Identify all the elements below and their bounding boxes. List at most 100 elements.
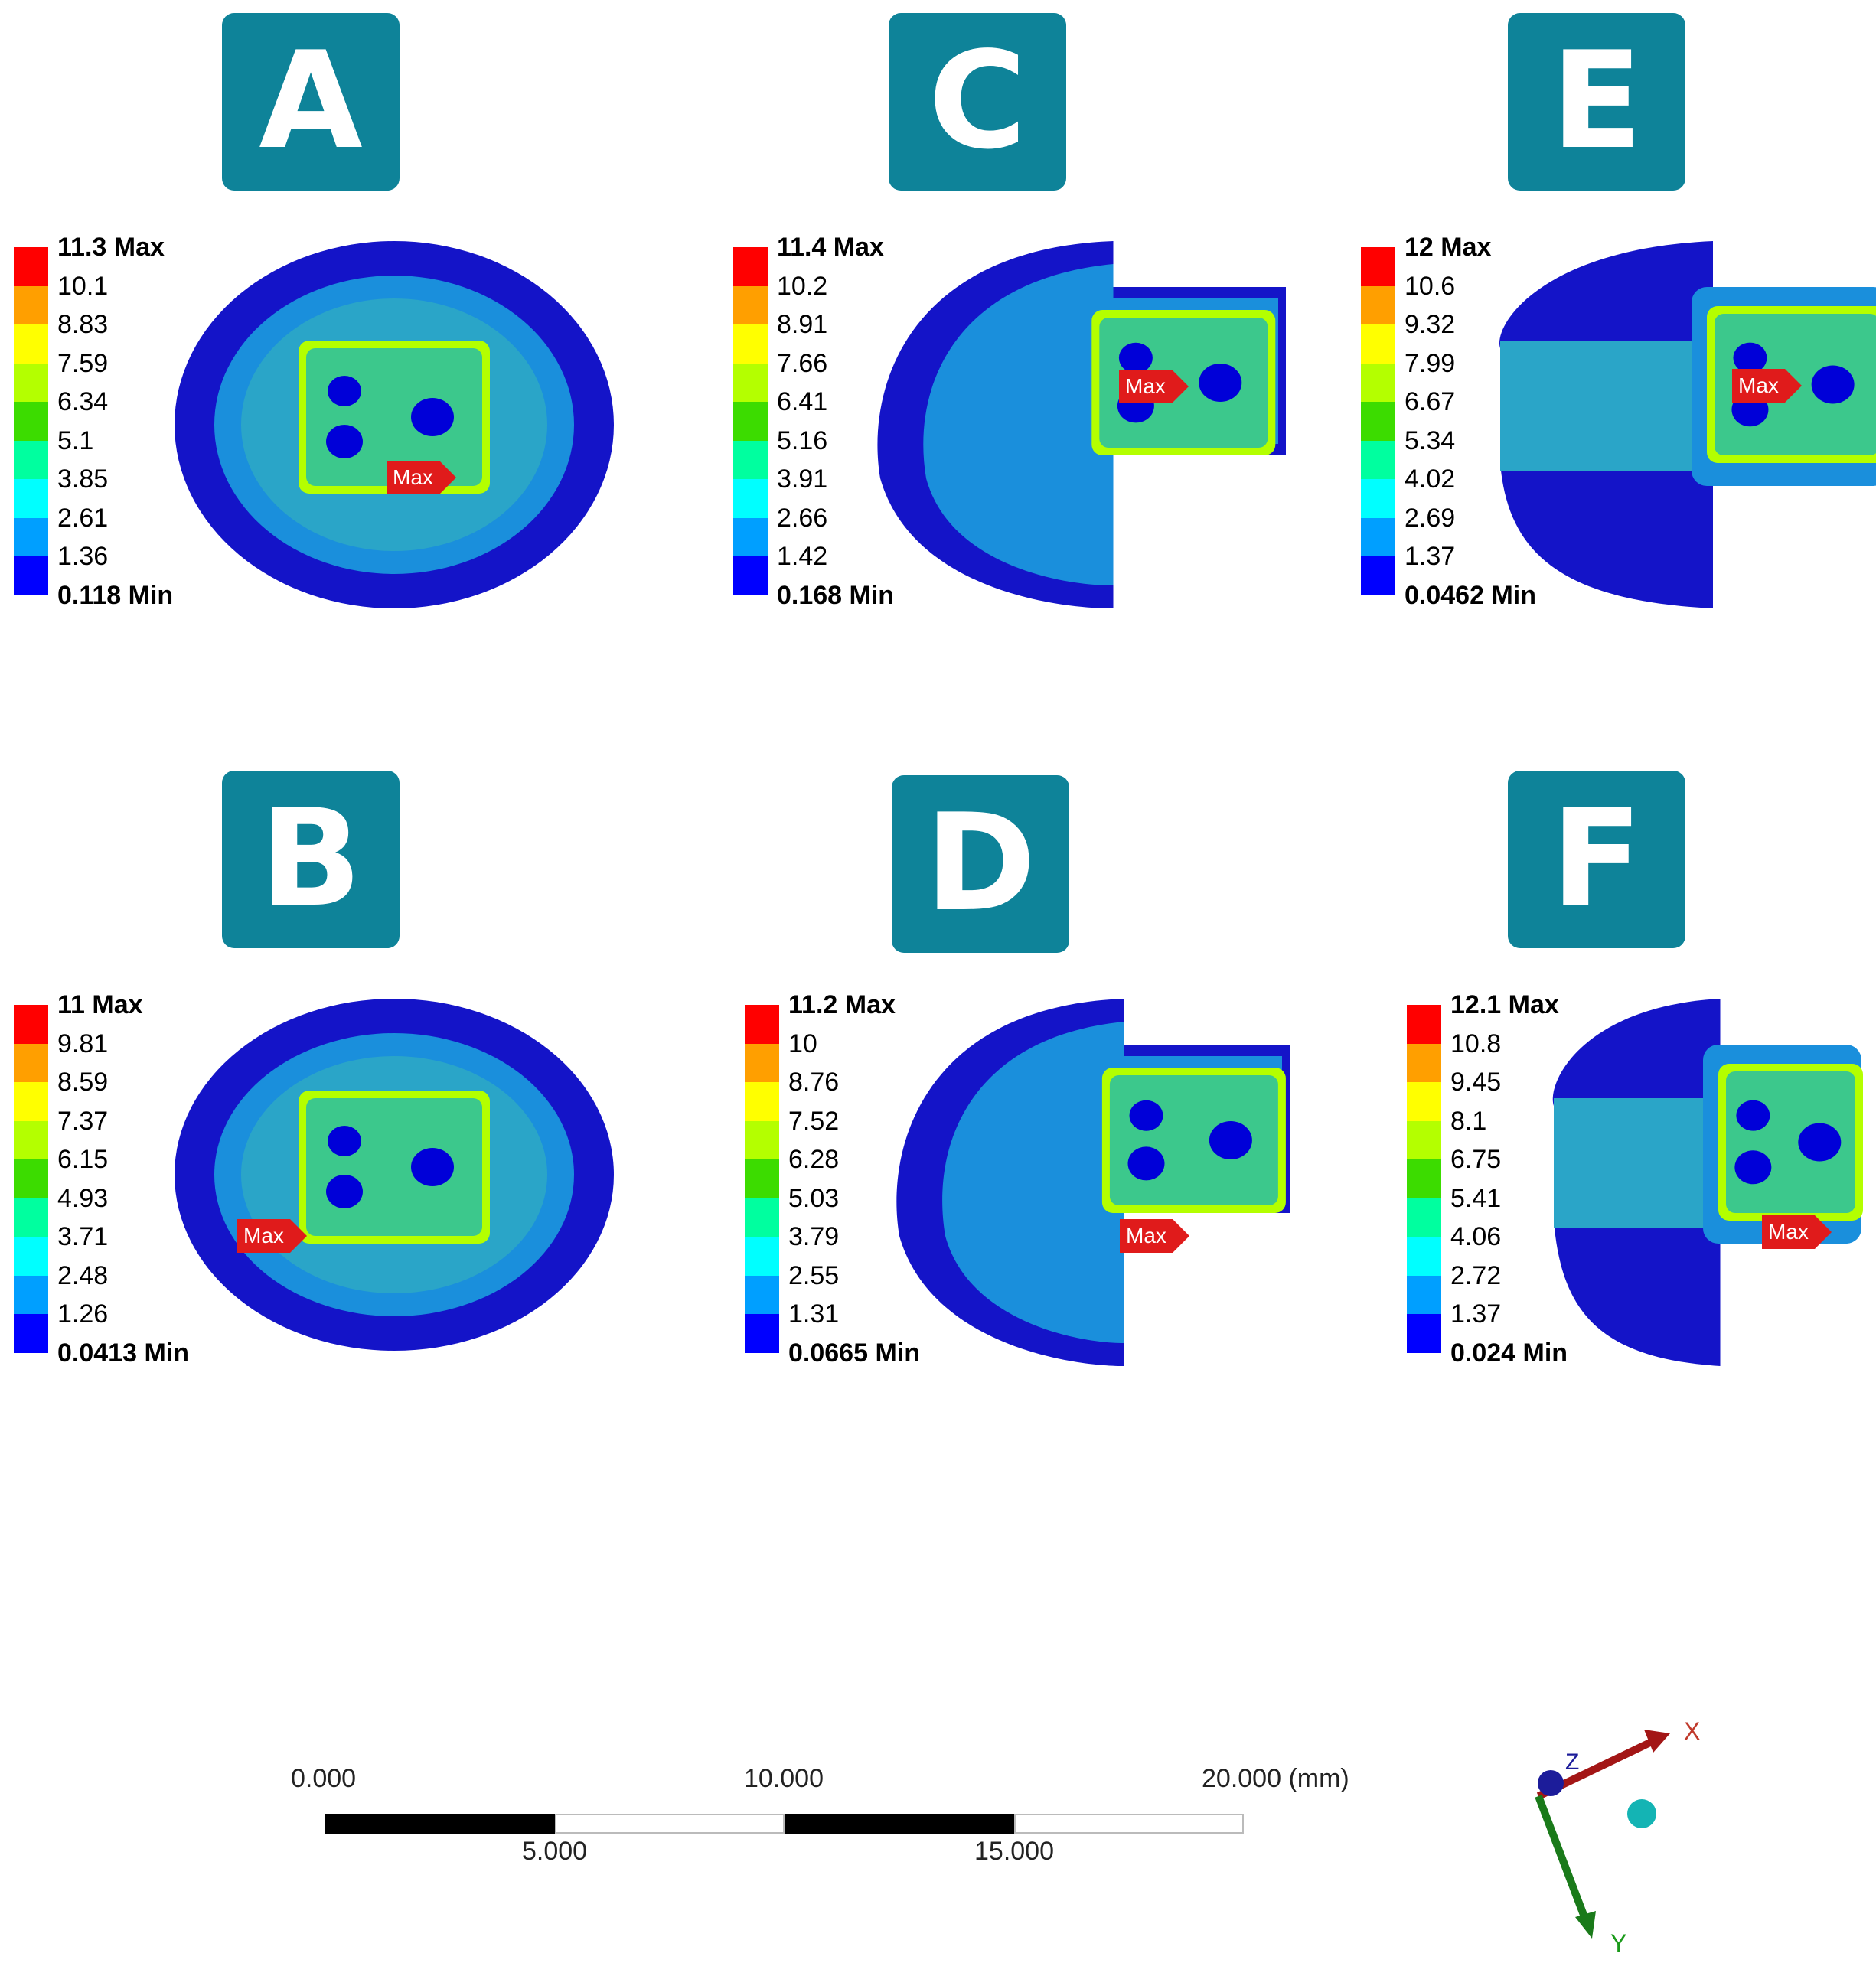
access-hole xyxy=(1199,364,1242,402)
legend-tick-label: 3.91 xyxy=(777,465,828,494)
x-axis-arrowhead xyxy=(1644,1730,1670,1753)
crown-model xyxy=(175,999,614,1351)
legend-color-swatch xyxy=(14,363,48,402)
panel-label-b: B xyxy=(222,771,400,948)
legend-color-swatch xyxy=(733,247,768,286)
legend-tick-label: 8.83 xyxy=(57,310,109,339)
legend-tick-label: 2.72 xyxy=(1450,1260,1502,1290)
legend-tick-label: 1.42 xyxy=(777,542,828,571)
scale-segment xyxy=(325,1814,555,1834)
legend-tick-label: 4.06 xyxy=(1450,1222,1502,1251)
legend-color-swatch xyxy=(14,402,48,441)
panel-b: B 11 Max 9.81 8.59 7.37 6.15 4.93 3.71 2.48 1.26… xyxy=(0,758,614,1446)
legend-max-label: 11.4 Max xyxy=(777,233,884,262)
legend-min-label: 0.118 Min xyxy=(57,580,174,610)
legend-color-swatch xyxy=(14,517,48,556)
legend-max-label: 11.3 Max xyxy=(57,233,165,262)
legend-max-label: 12 Max xyxy=(1405,233,1492,262)
origin-sphere xyxy=(1627,1799,1656,1828)
panel-a: A 11.3 Max 10.1 8.83 7.59 6.34 5.1 3.85 2.61 1.3… xyxy=(0,0,614,689)
access-hole xyxy=(411,398,454,436)
panel-label-c: C xyxy=(889,13,1066,191)
legend-color-swatch xyxy=(1407,1314,1441,1353)
legend-tick-label: 7.59 xyxy=(57,348,109,378)
scale-segment xyxy=(555,1814,785,1834)
legend-color-swatch xyxy=(733,402,768,441)
legend-color-swatch xyxy=(1407,1082,1441,1121)
legend-tick-label: 1.31 xyxy=(788,1299,840,1329)
scale-label: 15.000 xyxy=(974,1837,1054,1866)
y-axis-arrowhead xyxy=(1575,1911,1596,1939)
legend-color-swatch xyxy=(733,363,768,402)
legend-max-label: 12.1 Max xyxy=(1450,990,1559,1019)
panel-f: F 12.1 Max 10.8 9.45 8.1 6.75 5.41 4.06 2.72 1.3… xyxy=(1393,758,1876,1446)
legend-color-swatch xyxy=(1407,1198,1441,1237)
access-hole xyxy=(1209,1121,1252,1159)
scale-label: 20.000 (mm) xyxy=(1202,1764,1349,1793)
legend-tick-label: 10 xyxy=(788,1029,817,1058)
legend-color-swatch xyxy=(1361,479,1395,518)
legend-min-label: 0.0462 Min xyxy=(1405,580,1536,610)
legend-tick-label: 3.71 xyxy=(57,1222,109,1251)
legend-tick-label: 8.91 xyxy=(777,310,828,339)
panel-d: D 11.2 Max 10 8.76 7.52 6.28 5.03 3.79 2.55 1.31… xyxy=(731,758,1343,1446)
legend-color-swatch xyxy=(745,1005,779,1044)
crown-model xyxy=(877,241,1286,608)
outer-margin xyxy=(1554,1221,1721,1366)
legend-color-swatch xyxy=(14,440,48,479)
legend-tick-label: 5.1 xyxy=(57,426,94,455)
scale-bar: 0.000 10.000 20.000 (mm) 5.000 15.000 xyxy=(291,1764,1362,1871)
access-hole xyxy=(1798,1123,1842,1162)
legend-tick-label: 7.37 xyxy=(57,1106,109,1136)
legend-color-swatch xyxy=(14,1198,48,1237)
legend-tick-label: 5.03 xyxy=(788,1183,840,1213)
crown-model xyxy=(175,241,614,608)
access-hole xyxy=(1734,1150,1772,1185)
legend-tick-label: 2.61 xyxy=(57,503,109,533)
legend-color-swatch xyxy=(1361,324,1395,364)
legend-color-swatch xyxy=(14,247,48,286)
legend-color-swatch xyxy=(14,285,48,324)
legend-color-swatch xyxy=(733,324,768,364)
legend-tick-label: 6.75 xyxy=(1450,1145,1502,1174)
legend-color-swatch xyxy=(14,1314,48,1353)
scale-label: 10.000 xyxy=(744,1764,824,1793)
legend-tick-label: 9.45 xyxy=(1450,1068,1502,1097)
legend-tick-label: 4.93 xyxy=(57,1183,109,1213)
legend-color-swatch xyxy=(1407,1237,1441,1276)
legend-tick-label: 6.34 xyxy=(57,387,109,416)
legend-tick-label: 6.28 xyxy=(788,1145,840,1174)
panel-e: E 12 Max 10.6 9.32 7.99 6.67 5.34 4.02 2.69 1.37… xyxy=(1347,0,1876,689)
max-marker: Max xyxy=(1119,370,1189,403)
legend-min-label: 0.0413 Min xyxy=(57,1338,189,1368)
access-hole xyxy=(326,425,363,458)
legend-color-swatch xyxy=(1361,285,1395,324)
crown-model xyxy=(896,999,1290,1366)
legend-color-swatch xyxy=(1361,363,1395,402)
legend-color-swatch xyxy=(1407,1043,1441,1082)
legend-color-swatch xyxy=(14,1237,48,1276)
legend-color-swatch xyxy=(1361,247,1395,286)
legend-tick-label: 1.36 xyxy=(57,542,109,571)
legend-color-swatch xyxy=(1407,1159,1441,1198)
legend-tick-label: 8.1 xyxy=(1450,1106,1487,1136)
legend-max-label: 11 Max xyxy=(57,990,143,1019)
scale-segment xyxy=(785,1814,1014,1834)
max-marker: Max xyxy=(237,1219,307,1253)
access-hole xyxy=(1129,1100,1163,1131)
legend-color-swatch xyxy=(14,1043,48,1082)
panel-label-d: D xyxy=(892,775,1069,953)
access-hole xyxy=(1736,1100,1770,1131)
legend-tick-label: 4.02 xyxy=(1405,465,1456,494)
legend-tick-label: 6.15 xyxy=(57,1145,109,1174)
legend-tick-label: 3.85 xyxy=(57,465,109,494)
legend-max-label: 11.2 Max xyxy=(788,990,896,1019)
z-axis-sphere xyxy=(1538,1770,1564,1796)
coordinate-triad: X Y Z xyxy=(1535,1717,1700,1957)
legend-color-swatch xyxy=(1407,1120,1441,1159)
legend-tick-label: 1.37 xyxy=(1405,542,1456,571)
legend-color-swatch xyxy=(14,1159,48,1198)
legend-tick-label: 8.76 xyxy=(788,1068,840,1097)
max-marker: Max xyxy=(1762,1215,1832,1249)
legend-tick-label: 9.32 xyxy=(1405,310,1456,339)
